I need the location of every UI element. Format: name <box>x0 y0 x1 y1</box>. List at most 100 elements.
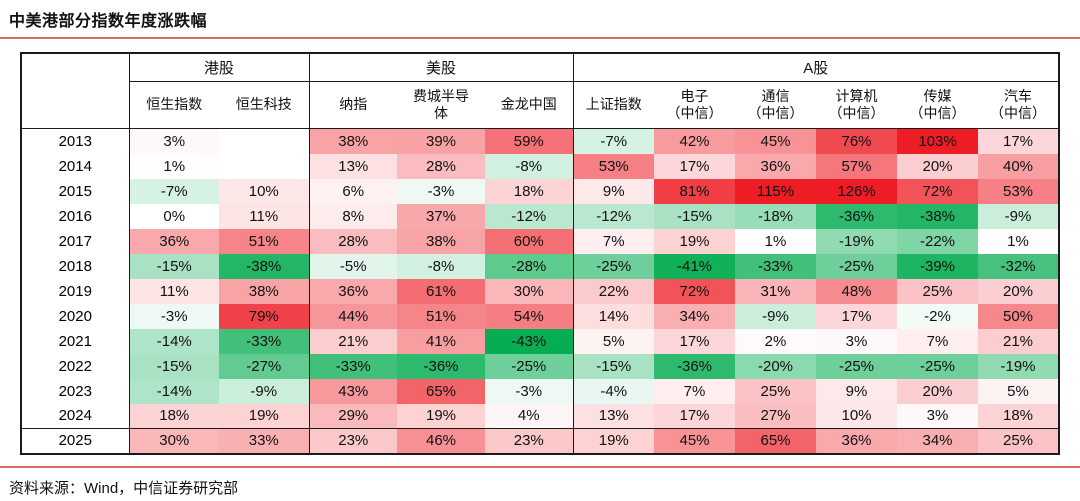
column-header: 传媒 （中信） <box>897 81 978 129</box>
corner-cell <box>21 53 130 129</box>
table-cell: 10% <box>219 178 310 204</box>
table-cell: 36% <box>735 153 816 179</box>
table-cell: 19% <box>219 403 310 429</box>
table-cell: 7% <box>897 328 978 354</box>
table-cell: 54% <box>485 303 574 329</box>
table-cell: 9% <box>816 378 897 404</box>
column-header: 通信 （中信） <box>735 81 816 129</box>
table-cell: 19% <box>654 228 735 254</box>
table-cell: 36% <box>816 428 897 454</box>
table-cell: -5% <box>309 253 397 279</box>
row-year: 2020 <box>21 303 130 329</box>
table-cell <box>219 153 310 179</box>
table-cell: 39% <box>397 128 485 154</box>
table-cell: 17% <box>654 328 735 354</box>
table-cell: 38% <box>219 278 310 304</box>
table-cell: 20% <box>897 153 978 179</box>
table-cell: -8% <box>397 253 485 279</box>
table-cell: 13% <box>573 403 654 429</box>
table-cell: 65% <box>735 428 816 454</box>
table-cell: 19% <box>397 403 485 429</box>
table-row-2021: 2021 -14% -33% 21% 41% -43% 5% 17% 2% 3% 7% 21% <box>21 328 1059 354</box>
table-cell: 30% <box>129 428 219 454</box>
table-cell: -15% <box>129 353 219 379</box>
table-cell: -36% <box>816 203 897 229</box>
table-cell: -7% <box>129 178 219 204</box>
table-cell: 31% <box>735 278 816 304</box>
table-cell: -36% <box>397 353 485 379</box>
table-cell: -38% <box>897 203 978 229</box>
group-header-美股: 美股 <box>309 53 574 82</box>
table-cell: 6% <box>309 178 397 204</box>
table-cell: -15% <box>654 203 735 229</box>
table-cell: 42% <box>654 128 735 154</box>
table-row-2018: 2018 -15% -38% -5% -8% -28% -25% -41% -33% -25% -3… <box>21 253 1059 279</box>
row-year: 2015 <box>21 178 130 204</box>
row-year: 2013 <box>21 128 130 154</box>
table-cell: -3% <box>485 378 574 404</box>
table-cell: 3% <box>816 328 897 354</box>
table-cell: 33% <box>219 428 310 454</box>
report-figure: 中美港部分指数年度涨跌幅 港股 美股 A股 恒生指数 恒生科技 纳指 费城半导 体金龙中国上… <box>0 7 1080 498</box>
table-cell: -3% <box>397 178 485 204</box>
row-year: 2014 <box>21 153 130 179</box>
table-cell: 3% <box>897 403 978 429</box>
table-cell: -14% <box>129 378 219 404</box>
table-cell: -33% <box>219 328 310 354</box>
table-cell: -33% <box>735 253 816 279</box>
table-cell: 13% <box>309 153 397 179</box>
table-row-2020: 2020 -3% 79% 44% 51% 54% 14% 34% -9% 17% -2% 50% <box>21 303 1059 329</box>
table-cell: 27% <box>735 403 816 429</box>
table-cell: 45% <box>654 428 735 454</box>
table-cell: -7% <box>573 128 654 154</box>
table-cell: 103% <box>897 128 978 154</box>
table-cell: 21% <box>309 328 397 354</box>
table-cell: -27% <box>219 353 310 379</box>
row-year: 2017 <box>21 228 130 254</box>
table-cell: -18% <box>735 203 816 229</box>
table-row-2017: 2017 36% 51% 28% 38% 60% 7% 19% 1% -19% -22% 1% <box>21 228 1059 254</box>
column-header: 恒生指数 <box>129 81 219 129</box>
table-cell: 9% <box>573 178 654 204</box>
column-header: 恒生科技 <box>219 81 310 129</box>
table-cell: 57% <box>816 153 897 179</box>
figure-title: 中美港部分指数年度涨跌幅 <box>9 13 208 30</box>
footer-divider <box>0 465 1080 468</box>
column-header: 纳指 <box>309 81 397 129</box>
table-cell: -4% <box>573 378 654 404</box>
table-cell: 43% <box>309 378 397 404</box>
table-cell: -39% <box>897 253 978 279</box>
table-cell: 17% <box>816 303 897 329</box>
table-cell: 23% <box>485 428 574 454</box>
table-cell: 2% <box>735 328 816 354</box>
table-cell: 25% <box>897 278 978 304</box>
table-cell: -12% <box>573 203 654 229</box>
table-cell: 65% <box>397 378 485 404</box>
table-cell: -43% <box>485 328 574 354</box>
table-cell: 18% <box>978 403 1059 429</box>
column-header: 上证指数 <box>573 81 654 129</box>
table-cell: 115% <box>735 178 816 204</box>
table-cell: 22% <box>573 278 654 304</box>
table-cell: -25% <box>897 353 978 379</box>
source-note: 资料来源：Wind，中信证券研究部 <box>9 479 239 497</box>
table-cell: 4% <box>485 403 574 429</box>
table-cell: -9% <box>735 303 816 329</box>
table-row-2015: 2015 -7% 10% 6% -3% 18% 9% 81% 115% 126% 72% 53% <box>21 178 1059 204</box>
table-cell: 44% <box>309 303 397 329</box>
table-cell: 11% <box>129 278 219 304</box>
table-row-2016: 2016 0% 11% 8% 37% -12% -12% -15% -18% -36% -38% -9… <box>21 203 1059 229</box>
table-row-2013: 2013 3% 38% 39% 59% -7% 42% 45% 76% 103% 17% <box>21 128 1059 154</box>
table-row-2025: 2025 30% 33% 23% 46% 23% 19% 45% 65% 36% 34% 25% <box>21 428 1059 454</box>
table-container: 港股 美股 A股 恒生指数 恒生科技 纳指 费城半导 体金龙中国 上证指数 电子 （中信） 通信 … <box>20 52 1080 455</box>
table-cell: 59% <box>485 128 574 154</box>
table-cell: 53% <box>978 178 1059 204</box>
table-cell: 34% <box>654 303 735 329</box>
table-cell: 60% <box>485 228 574 254</box>
table-row-2022: 2022 -15% -27% -33% -36% -25% -15% -36% -20% -25%… <box>21 353 1059 379</box>
table-cell: -28% <box>485 253 574 279</box>
column-header: 电子 （中信） <box>654 81 735 129</box>
table-cell: 1% <box>735 228 816 254</box>
table-cell: 3% <box>129 128 219 154</box>
table-cell: 79% <box>219 303 310 329</box>
